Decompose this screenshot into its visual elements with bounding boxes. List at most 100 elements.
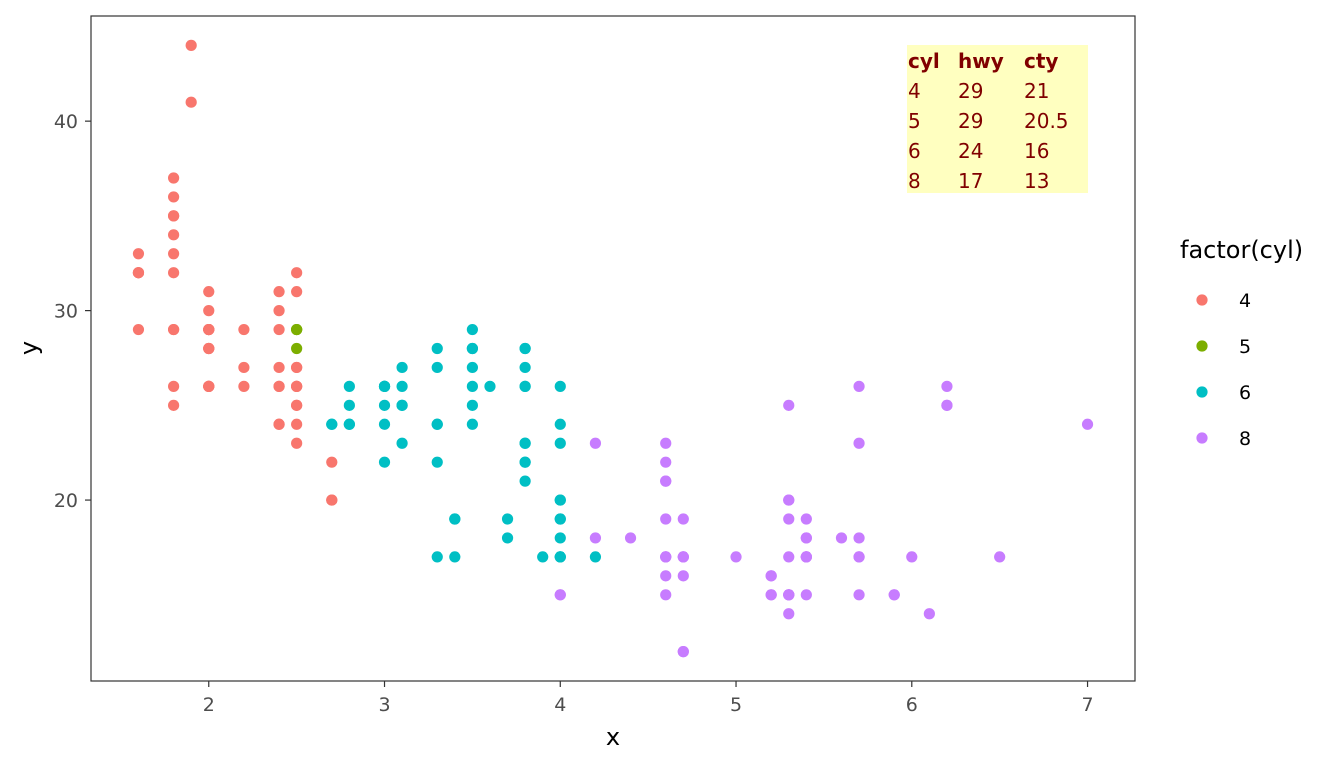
data-point-cyl-4: [273, 323, 285, 336]
data-point-cyl-4: [203, 286, 215, 298]
data-point-cyl-4: [291, 286, 303, 298]
data-point-cyl-8: [783, 589, 795, 601]
data-point-cyl-6: [343, 380, 355, 392]
data-point-cyl-8: [677, 551, 689, 563]
table-header-cty: cty: [1024, 49, 1058, 73]
data-point-cyl-8: [783, 513, 795, 525]
data-point-cyl-8: [765, 570, 777, 582]
data-point-cyl-6: [396, 361, 408, 374]
data-point-cyl-6: [343, 418, 355, 430]
data-point-cyl-6: [396, 399, 408, 411]
data-point-cyl-5: [291, 342, 303, 355]
data-point-cyl-4: [291, 437, 303, 449]
data-point-cyl-6: [519, 342, 531, 355]
data-point-cyl-4: [168, 172, 180, 184]
data-point-cyl-6: [378, 380, 391, 392]
data-point-cyl-4: [168, 399, 180, 411]
legend-label-5: 5: [1239, 336, 1251, 358]
data-point-cyl-8: [906, 551, 918, 563]
data-point-cyl-6: [466, 380, 478, 392]
data-point-cyl-8: [853, 589, 865, 601]
data-point-cyl-4: [291, 267, 303, 279]
data-point-cyl-8: [800, 589, 812, 601]
data-point-cyl-4: [168, 267, 180, 279]
data-point-cyl-8: [783, 551, 795, 563]
data-point-cyl-4: [168, 210, 180, 222]
data-point-cyl-8: [660, 589, 672, 601]
data-point-cyl-8: [783, 399, 795, 411]
table-cell: 5: [908, 109, 921, 133]
data-point-cyl-6: [554, 437, 566, 449]
data-point-cyl-4: [273, 361, 285, 374]
data-point-cyl-4: [203, 305, 215, 317]
data-point-cyl-4: [132, 248, 145, 260]
data-point-cyl-8: [888, 589, 900, 601]
legend-key-5: [1196, 340, 1208, 352]
data-point-cyl-6: [466, 323, 478, 336]
x-tick-label: 4: [554, 694, 566, 716]
data-point-cyl-6: [554, 494, 566, 506]
legend: factor(cyl) 4 5 6 8: [1180, 236, 1303, 450]
data-point-cyl-6: [466, 342, 478, 355]
data-point-cyl-8: [941, 399, 953, 411]
data-point-cyl-6: [519, 361, 531, 374]
legend-key-6: [1196, 386, 1208, 398]
annotation-table: cyl hwy cty 4 29 21 5 29 20.5 6 24 16 8 17 13: [907, 45, 1088, 193]
data-point-cyl-6: [431, 342, 443, 355]
data-point-cyl-8: [677, 513, 689, 525]
data-point-cyl-6: [554, 551, 566, 563]
data-point-cyl-4: [238, 380, 250, 392]
data-point-cyl-8: [660, 456, 672, 468]
x-tick-label: 2: [203, 694, 215, 716]
y-axis: 20 30 40: [54, 111, 91, 512]
x-tick-label: 5: [730, 694, 742, 716]
annotation-table-background: [907, 45, 1088, 193]
data-point-cyl-4: [273, 418, 285, 430]
data-point-cyl-6: [501, 532, 514, 544]
data-point-cyl-4: [273, 286, 285, 298]
data-point-cyl-8: [660, 570, 672, 582]
x-tick-label: 6: [906, 694, 918, 716]
data-point-cyl-4: [291, 399, 303, 411]
data-point-cyl-4: [168, 191, 180, 203]
data-point-cyl-8: [660, 551, 672, 563]
data-point-cyl-6: [519, 437, 531, 449]
data-point-cyl-6: [449, 513, 461, 525]
table-cell: 16: [1024, 139, 1049, 163]
x-tick-label: 7: [1081, 694, 1093, 716]
table-cell: 13: [1024, 169, 1049, 193]
data-point-cyl-8: [660, 475, 672, 487]
data-point-cyl-4: [203, 380, 215, 392]
data-point-cyl-6: [519, 475, 531, 487]
y-axis-title: y: [15, 341, 43, 355]
data-point-cyl-8: [835, 532, 848, 544]
data-point-cyl-5: [291, 323, 303, 336]
data-point-cyl-8: [554, 589, 566, 601]
data-point-cyl-6: [484, 380, 496, 392]
data-point-cyl-8: [677, 570, 689, 582]
table-cell: 4: [908, 79, 921, 103]
x-axis-title: x: [606, 723, 620, 751]
data-point-cyl-4: [291, 418, 303, 430]
data-point-cyl-8: [853, 380, 865, 392]
data-point-cyl-6: [554, 380, 566, 392]
data-point-cyl-8: [800, 551, 812, 563]
data-point-cyl-8: [589, 437, 602, 449]
data-point-cyl-4: [132, 267, 145, 279]
data-point-cyl-8: [783, 608, 795, 620]
data-point-cyl-6: [378, 399, 391, 411]
table-cell: 29: [958, 79, 983, 103]
data-point-cyl-6: [431, 551, 443, 563]
data-point-cyl-4: [238, 361, 250, 374]
table-cell: 24: [958, 139, 983, 163]
legend-label-4: 4: [1239, 290, 1251, 312]
data-point-cyl-6: [466, 361, 478, 374]
data-point-cyl-4: [291, 380, 303, 392]
legend-key-4: [1196, 294, 1208, 306]
data-point-cyl-4: [203, 342, 215, 355]
data-point-cyl-8: [624, 532, 637, 544]
data-point-cyl-4: [185, 39, 197, 51]
data-point-cyl-6: [501, 513, 514, 525]
data-point-cyl-8: [1081, 418, 1094, 430]
